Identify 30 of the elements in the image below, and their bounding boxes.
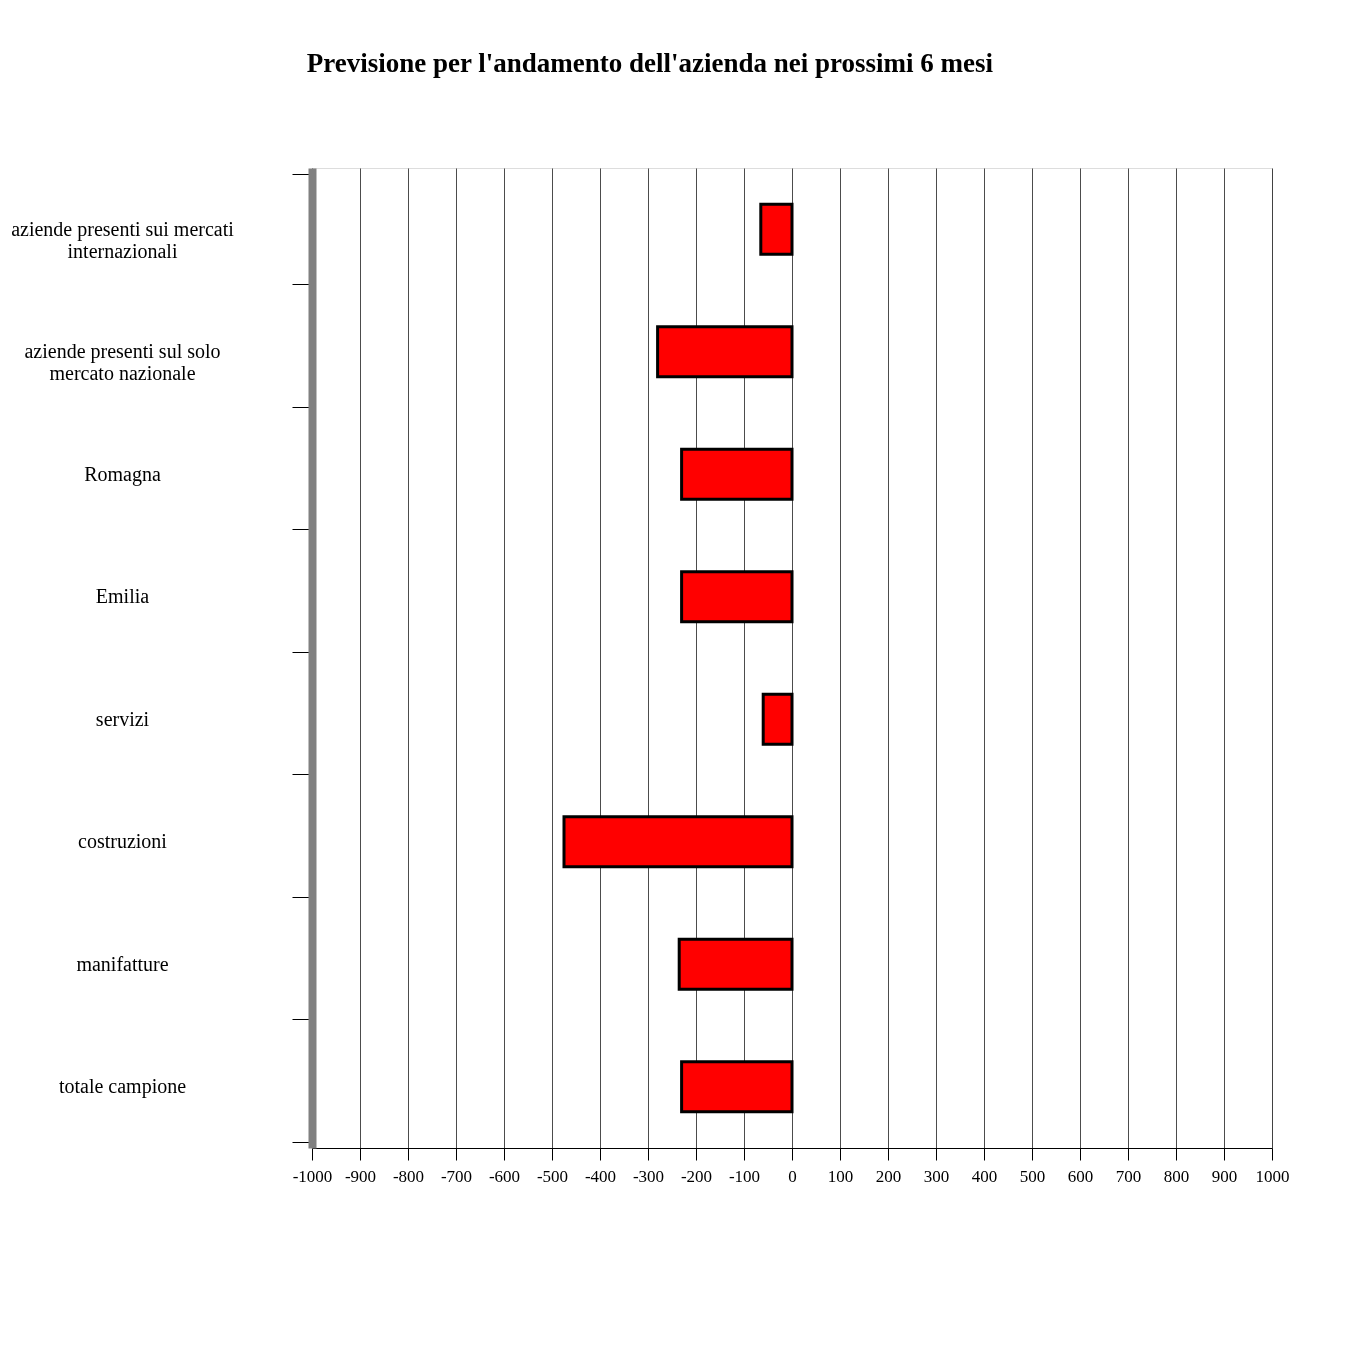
y-tick-label: aziende presenti sul solo mercato nazionale	[24, 340, 221, 385]
x-tick-label: -900	[344, 1166, 377, 1186]
y-tick-label: totale campione	[58, 1075, 187, 1099]
x-tick-label: 400	[971, 1166, 998, 1186]
x-tick-label: 1000	[1255, 1166, 1290, 1186]
x-tick-label: -400	[584, 1166, 617, 1186]
y-tick-label: Emilia	[95, 585, 150, 608]
x-tick-label: 700	[1115, 1166, 1142, 1186]
x-tick-label: -700	[440, 1166, 473, 1186]
x-tick-label: -1000	[292, 1166, 333, 1186]
x-tick-label: -800	[392, 1166, 425, 1186]
x-tick-label: 800	[1163, 1166, 1190, 1186]
x-tick-label: -100	[728, 1166, 761, 1186]
x-tick-label: -600	[488, 1166, 521, 1186]
y-tick-label: servizi	[95, 707, 150, 730]
y-tick-label: costruzioni	[78, 830, 168, 853]
y-tick-label: aziende presenti sui mercati internazionali	[11, 217, 235, 262]
x-tick-label: 900	[1211, 1166, 1238, 1186]
chart-title: Previsione per l'andamento dell'azienda nei prossimi 6 mesi	[306, 48, 994, 78]
x-tick-label: 0	[788, 1166, 797, 1186]
y-tick-label: manifatture	[76, 952, 169, 975]
x-tick-label: -300	[632, 1166, 665, 1186]
x-tick-label: 600	[1067, 1166, 1094, 1186]
x-tick-label: 200	[875, 1166, 902, 1186]
y-tick-label: Romagna	[84, 462, 161, 486]
x-tick-label: 300	[923, 1166, 950, 1186]
x-tick-label: -200	[680, 1166, 713, 1186]
x-tick-label: -500	[536, 1166, 569, 1186]
x-tick-label: 100	[827, 1166, 854, 1186]
x-tick-label: 500	[1019, 1166, 1046, 1186]
